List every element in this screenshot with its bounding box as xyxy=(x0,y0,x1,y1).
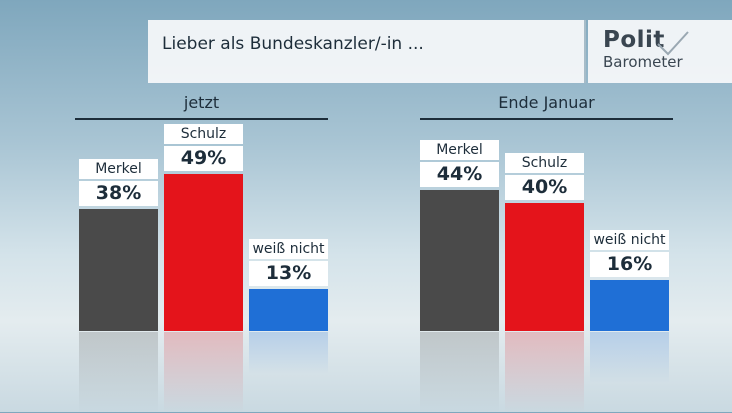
value-label-merkel-0: 38% xyxy=(79,181,158,206)
logo-divider xyxy=(584,20,586,83)
chart-title: Lieber als Bundeskanzler/-in ... xyxy=(162,34,424,54)
value-label-merkel-1: 44% xyxy=(420,162,499,187)
value-label-schulz-1: 40% xyxy=(505,175,584,200)
bar-reflection-merkel-1 xyxy=(420,332,499,413)
group-title-now: jetzt xyxy=(183,93,220,112)
category-label-merkel-1: Merkel xyxy=(420,140,499,160)
group-rule-january xyxy=(420,118,673,120)
bar-unsure-0 xyxy=(249,289,328,331)
bar-merkel-1 xyxy=(420,190,499,331)
bar-schulz-1 xyxy=(505,203,584,331)
category-label-merkel-0: Merkel xyxy=(79,159,158,179)
logo-panel xyxy=(588,20,732,83)
bar-reflection-unsure-1 xyxy=(590,332,669,383)
value-label-unsure-0: 13% xyxy=(249,261,328,286)
bar-merkel-0 xyxy=(79,209,158,331)
group-title-january: Ende Januar xyxy=(498,93,595,112)
value-label-schulz-0: 49% xyxy=(164,146,243,171)
bar-unsure-1 xyxy=(590,280,669,331)
value-label-unsure-1: 16% xyxy=(590,252,669,277)
group-rule-now xyxy=(75,118,328,120)
checkmark-icon xyxy=(657,31,689,56)
bar-reflection-merkel-0 xyxy=(79,332,158,413)
bar-reflection-unsure-0 xyxy=(249,332,328,374)
category-label-unsure-0: weiß nicht xyxy=(249,239,328,259)
bar-reflection-schulz-0 xyxy=(164,332,243,413)
category-label-schulz-1: Schulz xyxy=(505,153,584,173)
logo-text-top: Polit xyxy=(603,27,665,53)
category-label-unsure-1: weiß nicht xyxy=(590,230,669,250)
logo-text-bottom: Barometer xyxy=(603,53,683,71)
title-panel xyxy=(148,20,584,83)
category-label-schulz-0: Schulz xyxy=(164,124,243,144)
bar-reflection-schulz-1 xyxy=(505,332,584,413)
bar-schulz-0 xyxy=(164,174,243,331)
